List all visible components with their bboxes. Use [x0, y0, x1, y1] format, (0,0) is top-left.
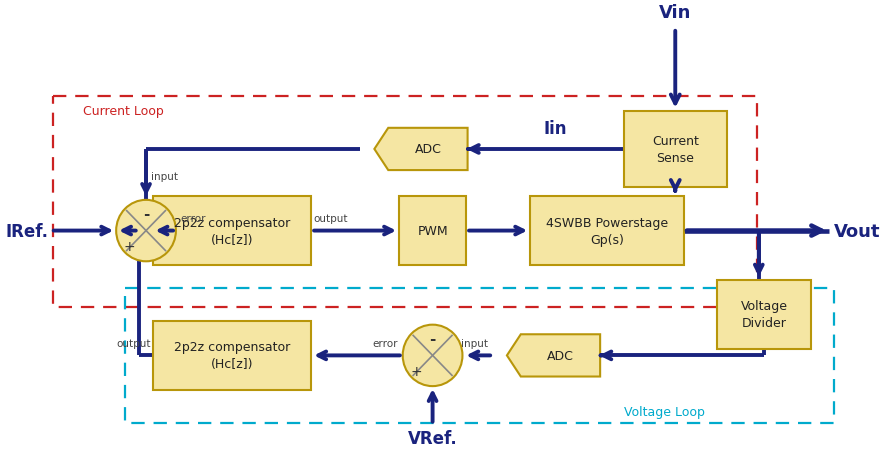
Text: 2p2z compensator
(Hc[z]): 2p2z compensator (Hc[z]) — [173, 216, 290, 246]
Bar — [125, 289, 834, 423]
FancyBboxPatch shape — [530, 197, 684, 266]
Text: Current
Sense: Current Sense — [652, 135, 698, 165]
Polygon shape — [374, 129, 467, 170]
Circle shape — [116, 200, 176, 262]
Text: -: - — [429, 331, 435, 346]
FancyBboxPatch shape — [399, 197, 466, 266]
Text: -: - — [142, 207, 150, 222]
Text: +: + — [411, 364, 422, 378]
Circle shape — [403, 325, 463, 386]
Text: Voltage Loop: Voltage Loop — [624, 405, 704, 418]
Text: Voltage
Divider: Voltage Divider — [741, 299, 788, 329]
FancyBboxPatch shape — [152, 197, 312, 266]
Text: VRef.: VRef. — [408, 429, 458, 447]
Text: input: input — [150, 171, 178, 181]
Text: ADC: ADC — [414, 143, 442, 156]
FancyBboxPatch shape — [717, 280, 811, 349]
Text: error: error — [373, 338, 398, 348]
Text: output: output — [313, 213, 348, 223]
Text: Vout: Vout — [834, 222, 881, 240]
Text: error: error — [181, 213, 206, 223]
Text: Vin: Vin — [659, 4, 691, 22]
Text: output: output — [116, 338, 150, 348]
Bar — [53, 97, 758, 308]
Text: PWM: PWM — [417, 225, 448, 238]
Text: IRef.: IRef. — [5, 222, 48, 240]
Polygon shape — [507, 335, 600, 377]
Text: 4SWBB Powerstage
Gp(s): 4SWBB Powerstage Gp(s) — [546, 216, 668, 246]
Text: ADC: ADC — [547, 349, 573, 362]
Text: +: + — [124, 239, 135, 253]
Text: 2p2z compensator
(Hc[z]): 2p2z compensator (Hc[z]) — [173, 341, 290, 371]
FancyBboxPatch shape — [152, 321, 312, 390]
Text: Iin: Iin — [543, 120, 567, 138]
Text: input: input — [461, 338, 489, 348]
FancyBboxPatch shape — [624, 111, 727, 188]
Text: Current Loop: Current Loop — [82, 105, 164, 118]
